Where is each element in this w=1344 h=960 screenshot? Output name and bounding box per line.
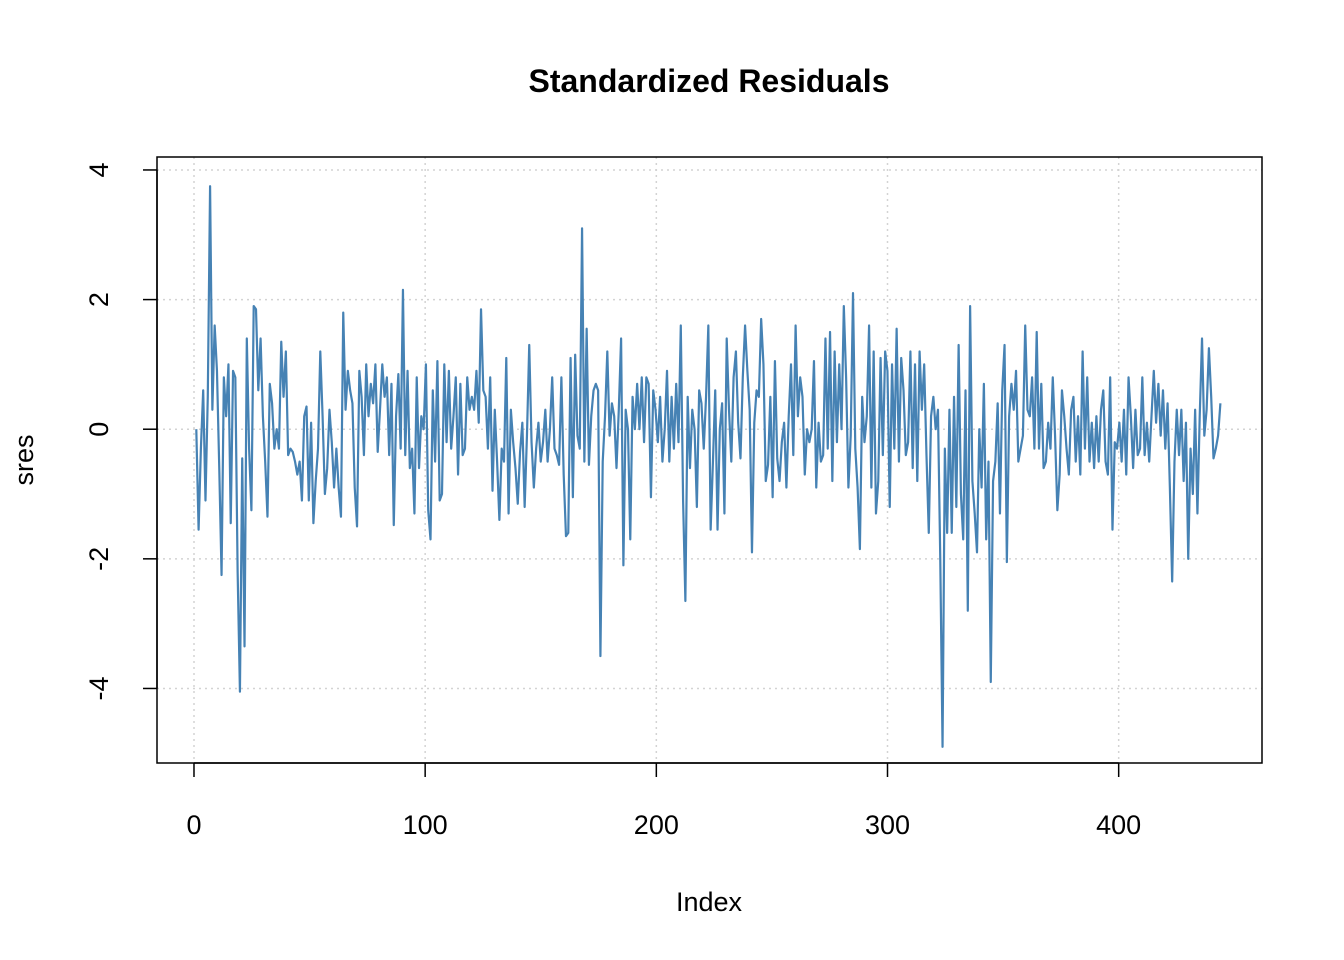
y-axis-label: sres bbox=[9, 434, 39, 485]
x-axis: 0 100 200 300 400 bbox=[186, 762, 1141, 840]
y-tick-label: 0 bbox=[84, 422, 114, 437]
data-series bbox=[195, 185, 1222, 748]
x-tick-label: 300 bbox=[865, 810, 910, 840]
y-axis: -4 -2 0 2 4 bbox=[84, 162, 158, 700]
x-tick-label: 100 bbox=[403, 810, 448, 840]
y-tick-label: -4 bbox=[84, 676, 114, 700]
series-line bbox=[195, 185, 1222, 748]
chart-title: Standardized Residuals bbox=[529, 63, 890, 99]
x-tick-label: 200 bbox=[634, 810, 679, 840]
x-axis-label: Index bbox=[676, 887, 743, 917]
y-tick-label: 4 bbox=[84, 162, 114, 177]
x-tick-label: 400 bbox=[1096, 810, 1141, 840]
y-tick-label: 2 bbox=[84, 292, 114, 307]
y-tick-label: -2 bbox=[84, 547, 114, 571]
x-tick-label: 0 bbox=[186, 810, 201, 840]
